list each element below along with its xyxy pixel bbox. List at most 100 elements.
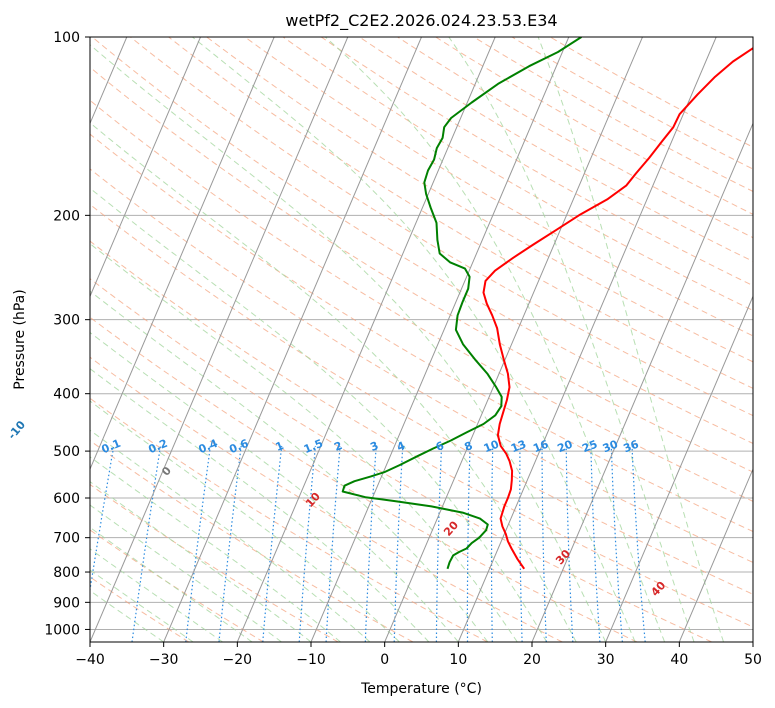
mixing-ratio-line	[298, 445, 316, 642]
mixing-ratio-label: 8	[463, 439, 475, 454]
dry-adiabat	[90, 240, 753, 628]
y-tick-label: 700	[53, 531, 80, 547]
x-tick-label: 0	[380, 652, 389, 668]
moist-adiabat	[90, 400, 400, 642]
y-tick-label: 900	[53, 595, 80, 611]
chart-title: wetPf2_C2E2.2026.024.23.53.E34	[285, 11, 557, 31]
x-tick-label: −10	[296, 652, 326, 668]
dry-adiabat	[511, 37, 753, 170]
y-tick-label: 300	[53, 313, 80, 329]
x-tick-label: −20	[223, 652, 253, 668]
mixing-ratio-line	[393, 445, 404, 642]
isotherm	[384, 37, 643, 642]
dry-adiabat	[90, 529, 264, 642]
x-tick-label: −40	[75, 652, 105, 668]
x-tick-label: 50	[744, 652, 762, 668]
plot-frame	[89, 36, 754, 643]
mixing-ratio-label: 16	[531, 437, 550, 455]
mixing-ratio-line	[519, 445, 523, 642]
isotherm	[605, 295, 753, 642]
mixing-ratio-line	[541, 445, 547, 642]
mixing-ratio-line	[435, 445, 443, 642]
isotherm	[531, 122, 753, 642]
dry-adiabat	[90, 203, 753, 595]
mixing-ratio-line	[131, 445, 162, 642]
y-tick-label: 400	[53, 387, 80, 403]
mixing-ratio-line	[325, 445, 341, 642]
moist-adiabat	[90, 290, 489, 642]
moist-adiabat-label: 30	[553, 547, 573, 567]
thermo-lines-layer	[90, 37, 753, 642]
moist-adiabat	[90, 429, 371, 642]
mixing-ratio-line	[610, 445, 623, 642]
moist-adiabat	[90, 569, 194, 642]
dry-adiabat	[90, 316, 638, 642]
dewpoint-profile-line	[341, 37, 582, 570]
y-tick-label: 100	[53, 30, 80, 46]
moist-adiabat	[90, 368, 430, 642]
x-tick-label: 10	[449, 652, 467, 668]
mixing-ratio-label: 3	[368, 439, 380, 454]
isotherm	[236, 37, 496, 642]
mixing-ratio-label: 1	[274, 439, 286, 454]
isotherm	[90, 37, 275, 471]
mixing-ratio-line	[185, 445, 211, 642]
dry-adiabat	[90, 278, 712, 642]
isotherm	[90, 37, 349, 642]
mixing-ratio-line	[262, 445, 283, 642]
x-axis-ticks: −40 −30 −20 −10 0 10 20 30 40 50	[75, 642, 762, 668]
dry-adiabat	[206, 37, 753, 363]
moist-adiabat	[90, 590, 164, 642]
moist-adiabat	[90, 44, 607, 642]
mixing-ratio-label: 25	[580, 438, 599, 456]
mixing-ratio-line	[90, 445, 115, 594]
y-axis-ticks: 100 200 300 400 500 600 700 800 900 1000	[44, 30, 90, 638]
grid-layer	[90, 37, 753, 630]
y-tick-label: 800	[53, 565, 80, 581]
mixing-ratio-label: 20	[555, 437, 574, 455]
dry-adiabat	[90, 440, 414, 642]
dry-adiabat	[90, 483, 339, 642]
isotherm-layer	[90, 37, 753, 642]
mixing-ratio-label: 4	[395, 439, 407, 454]
moist-adiabat	[90, 331, 459, 642]
dry-adiabat	[90, 66, 753, 473]
mixing-ratio-label: 36	[622, 437, 641, 455]
y-axis-title: Pressure (hPa)	[12, 289, 28, 389]
dry-adiabat	[90, 133, 753, 533]
moist-adiabat	[191, 37, 636, 642]
mixing-ratio-line	[631, 445, 646, 642]
moist-adiabat-label: 20	[441, 518, 461, 538]
mixing-ratio-label: 0.2	[147, 437, 170, 456]
dry-adiabat	[90, 356, 563, 642]
dry-adiabat	[130, 37, 753, 417]
series-layer	[341, 37, 753, 570]
isotherm	[678, 467, 753, 642]
moist-adiabat-label: 40	[648, 579, 668, 599]
mixing-ratio-label: 6	[434, 439, 446, 454]
y-tick-label: 1000	[44, 622, 80, 638]
isotherm	[752, 640, 753, 642]
mixing-ratio-line	[590, 445, 601, 642]
mixing-ratio-label: 2	[332, 439, 344, 454]
y-tick-label: 500	[53, 444, 80, 460]
y-tick-label: 200	[53, 208, 80, 224]
mixing-ratio-label: 1.5	[302, 437, 325, 456]
moist-adiabat-label: 10	[303, 490, 323, 510]
x-axis-title: Temperature (°C)	[360, 681, 482, 697]
moist-adiabat	[537, 37, 724, 642]
mixing-ratio-label: 0.4	[197, 437, 220, 456]
dry-adiabat	[91, 37, 753, 444]
moist-adiabat	[90, 187, 548, 642]
moist-adiabat	[324, 37, 666, 642]
dry-adiabat	[435, 37, 753, 215]
moist-adiabat	[448, 37, 695, 642]
moist-adiabat	[90, 243, 518, 642]
x-tick-label: 20	[523, 652, 541, 668]
mixing-ratio-label: 13	[509, 438, 528, 456]
isotherm	[90, 37, 201, 298]
moist-adiabat	[90, 481, 312, 642]
mixing-ratio-label: 10	[482, 437, 501, 455]
moist-adiabat-label: 0	[159, 464, 174, 479]
